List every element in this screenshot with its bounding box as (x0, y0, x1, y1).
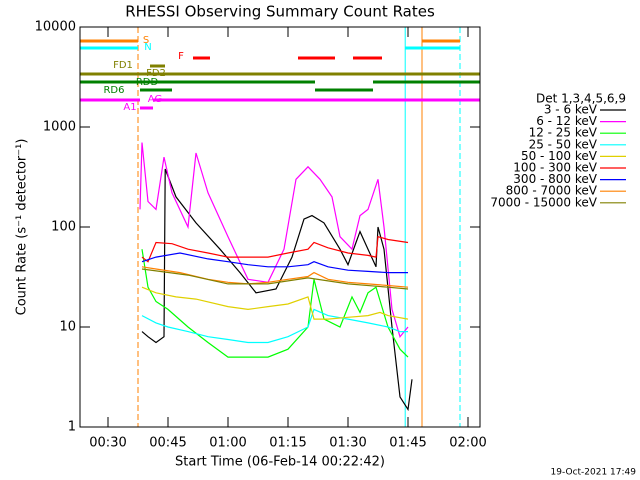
y-tick-label: 100 (51, 220, 76, 235)
flag-label: FD1 (113, 60, 133, 71)
chart-title: RHESSI Observing Summary Count Rates (125, 3, 435, 21)
flag-label: S (143, 35, 149, 46)
footer: 19-Oct-2021 17:49 (551, 468, 637, 478)
flag-label: FD2 (146, 68, 166, 79)
x-tick-label: 01:30 (329, 436, 366, 451)
series-line (139, 142, 409, 338)
flag-label: RDD (136, 77, 159, 88)
flag-label: AG (148, 94, 162, 105)
legend-label: 800 - 7000 keV (506, 184, 598, 198)
legend-label: 3 - 6 keV (544, 103, 598, 117)
x-tick-label: 01:15 (269, 436, 306, 451)
flag-label: N (144, 42, 151, 53)
series-line (141, 252, 408, 274)
series-line (141, 268, 409, 290)
x-tick-label: 00:45 (149, 436, 186, 451)
legend-title: Det 1,3,4,5,6,9 (536, 92, 626, 106)
series-line (141, 286, 409, 320)
flag-label: RD6 (103, 85, 124, 96)
legend-label: 7000 - 15000 keV (490, 195, 597, 209)
x-axis-title: Start Time (06-Feb-14 00:22:42) (175, 455, 385, 470)
y-tick-label: 1000 (43, 120, 76, 135)
legend-label: 6 - 12 keV (536, 114, 598, 128)
x-tick-label: 01:45 (389, 436, 426, 451)
y-tick-label: 10000 (35, 20, 76, 35)
y-axis-title: Count Rate (s⁻¹ detector⁻¹) (15, 139, 30, 316)
series-line (141, 235, 409, 263)
legend-label: 300 - 800 keV (513, 172, 597, 186)
legend-label: 25 - 50 keV (529, 137, 598, 151)
flag-label: A1 (123, 102, 136, 113)
legend-label: 50 - 100 keV (521, 149, 598, 163)
x-tick-label: 01:00 (209, 436, 246, 451)
x-tick-label: 02:00 (449, 436, 486, 451)
series-line (141, 308, 408, 344)
y-tick-label: 1 (68, 420, 76, 435)
legend-label: 100 - 300 keV (513, 161, 597, 175)
plot-frame (79, 26, 481, 428)
legend-label: 12 - 25 keV (529, 126, 598, 140)
flag-label: F (178, 51, 184, 62)
x-tick-label: 00:30 (89, 436, 126, 451)
y-tick-label: 10 (59, 320, 76, 335)
